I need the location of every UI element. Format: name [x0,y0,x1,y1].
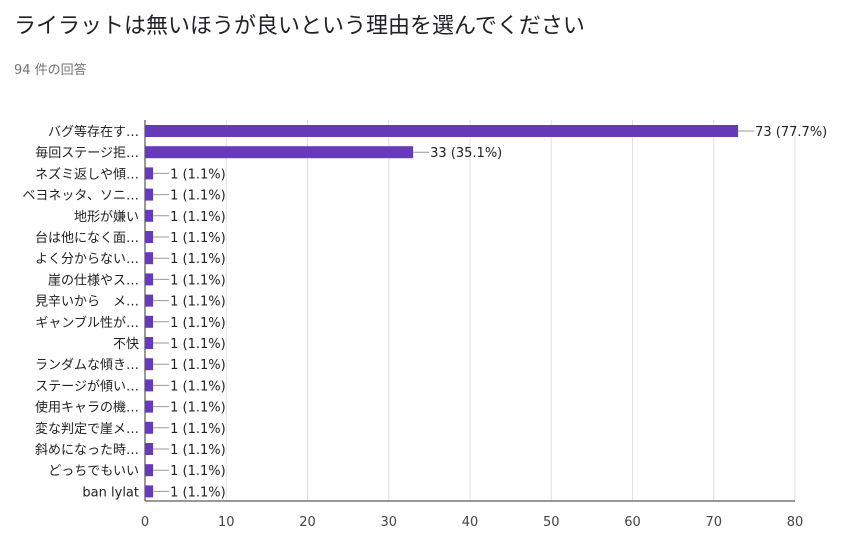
data-label: 1 (1.1%) [170,401,226,416]
data-label: 1 (1.1%) [170,189,226,204]
bar [145,146,414,159]
data-label: 1 (1.1%) [170,295,226,310]
x-tick-label: 0 [141,515,149,530]
data-label: 1 (1.1%) [170,210,226,225]
x-tick-label: 40 [462,515,479,530]
x-tick-label: 10 [218,515,235,530]
category-label: ギャンブル性が… [35,315,139,331]
data-label: 1 (1.1%) [170,316,226,331]
bar [145,464,154,477]
data-label: 1 (1.1%) [170,167,226,182]
category-label: 見辛いから メ… [35,295,139,310]
bar [145,231,154,243]
category-label: ネズミ返しや傾… [35,166,139,182]
category-label: ベヨネッタ、ソニ… [22,189,139,204]
response-count: 94 件の回答 [14,63,87,78]
category-label: バグ等存在す… [48,124,139,140]
data-label: 33 (35.1%) [430,146,502,161]
x-tick-label: 80 [787,515,804,530]
bar [145,188,154,201]
category-label: ban lylat [82,485,139,500]
category-label: 変な判定で崖メ… [35,421,139,437]
category-label: 台は他になく面… [35,231,139,246]
x-tick-label: 20 [299,515,316,530]
category-label: よく分からない… [35,252,139,267]
category-label: 毎回ステージ拒… [35,145,139,161]
bar [145,358,154,371]
data-label: 73 (77.7%) [755,125,827,140]
bar [145,379,154,392]
data-label: 1 (1.1%) [170,379,226,394]
bar [145,443,154,455]
category-label: 不快 [113,337,139,352]
category-label: 斜めになった時… [35,443,139,458]
bar [145,125,739,137]
data-label: 1 (1.1%) [170,337,226,352]
data-label: 1 (1.1%) [170,231,226,246]
bar [145,337,154,349]
category-label: ステージが傾い… [35,379,139,394]
x-tick-label: 70 [705,515,722,530]
category-label: ランダムな傾き… [35,358,139,373]
data-label: 1 (1.1%) [170,252,226,267]
x-tick-label: 50 [543,515,560,530]
bar [145,400,154,413]
x-tick-label: 30 [380,515,397,530]
bar [145,315,154,328]
data-label: 1 (1.1%) [170,464,226,479]
bar [145,421,154,434]
bar [145,485,154,498]
category-label: 地形が嫌い [74,210,139,225]
chart-title: ライラットは無いほうが良いという理由を選んでください [14,14,585,39]
data-label: 1 (1.1%) [170,485,226,500]
bar [145,252,154,265]
bar [145,273,154,286]
data-label: 1 (1.1%) [170,443,226,458]
data-label: 1 (1.1%) [170,358,226,373]
category-label: 崖の仕様やス… [48,273,139,288]
category-label: どっちでもいい [48,464,139,479]
category-label: 使用キャラの機… [35,400,139,416]
bar [145,294,154,307]
bar [145,167,154,180]
x-tick-label: 60 [624,515,641,530]
data-label: 1 (1.1%) [170,422,226,437]
data-label: 1 (1.1%) [170,273,226,288]
bar [145,209,154,222]
